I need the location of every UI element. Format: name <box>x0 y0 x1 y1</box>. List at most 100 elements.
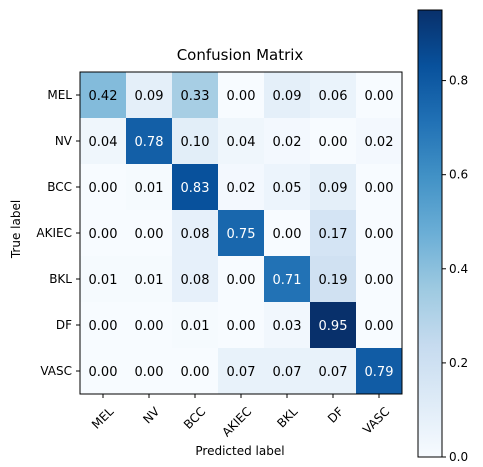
matrix-cell-value: 0.00 <box>227 273 256 288</box>
matrix-cell-bcc-akiec <box>218 164 264 210</box>
matrix-cell-value: 0.00 <box>227 319 256 334</box>
matrix-cell-value: 0.02 <box>227 181 256 196</box>
colorbar-tick-label: 0.0 <box>449 450 468 464</box>
matrix-cell-df-nv <box>126 302 172 348</box>
matrix-cell-bkl-nv <box>126 256 172 302</box>
matrix-cell-value: 0.00 <box>365 319 394 334</box>
colorbar-scale <box>417 9 443 458</box>
matrix-cell-vasc-vasc <box>356 348 402 394</box>
chart-title: Confusion Matrix <box>177 46 304 64</box>
matrix-cell-vasc-mel <box>80 348 126 394</box>
matrix-cell-value: 0.00 <box>319 135 348 150</box>
y-tick-label: BKL <box>49 272 72 286</box>
matrix-cell-value: 0.07 <box>273 365 302 380</box>
matrix-cell-df-akiec <box>218 302 264 348</box>
matrix-cell-value: 0.04 <box>89 135 118 150</box>
matrix-cell-value: 0.04 <box>227 135 256 150</box>
x-tick-label: DF <box>325 404 346 425</box>
matrix-cell-nv-vasc <box>356 118 402 164</box>
matrix-cell-value: 0.78 <box>135 135 164 150</box>
matrix-cell-akiec-akiec <box>218 210 264 256</box>
matrix-cell-value: 0.71 <box>273 273 302 288</box>
colorbar-ticks: 0.0 0.2 0.4 0.6 0.8 <box>442 74 468 464</box>
y-tick-label: VASC <box>40 364 72 378</box>
x-ticks-layer: MEL NV BCC AKIEC BKL DF VASC <box>89 394 392 439</box>
y-tick-label: NV <box>55 134 73 148</box>
matrix-cell-value: 0.08 <box>181 273 210 288</box>
matrix-cell-vasc-bcc <box>172 348 218 394</box>
matrix-cell-value: 0.07 <box>319 365 348 380</box>
matrix-cell-nv-bcc <box>172 118 218 164</box>
matrix-cell-value: 0.03 <box>273 319 302 334</box>
matrix-cell-value: 0.09 <box>135 89 164 104</box>
matrix-cell-value: 0.17 <box>319 227 348 242</box>
matrix-cell-bcc-bcc <box>172 164 218 210</box>
matrix-cell-value: 0.00 <box>365 181 394 196</box>
matrix-cell-value: 0.75 <box>227 227 256 242</box>
matrix-cell-value: 0.01 <box>89 273 118 288</box>
colorbar-tick-label: 0.8 <box>449 74 468 88</box>
matrix-cell-value: 0.05 <box>273 181 302 196</box>
matrix-cell-value: 0.00 <box>365 273 394 288</box>
matrix-cell-bkl-bkl <box>264 256 310 302</box>
matrix-cell-bcc-vasc <box>356 164 402 210</box>
x-tick-label: BCC <box>181 404 208 431</box>
x-tick-label: AKIEC <box>219 404 254 439</box>
matrix-cell-df-bkl <box>264 302 310 348</box>
matrix-cell-mel-bcc <box>172 72 218 118</box>
matrix-cell-mel-akiec <box>218 72 264 118</box>
matrix-cell-vasc-nv <box>126 348 172 394</box>
matrix-cell-bkl-bcc <box>172 256 218 302</box>
matrix-cell-akiec-vasc <box>356 210 402 256</box>
matrix-cell-value: 0.19 <box>319 273 348 288</box>
y-ticks-layer: MEL NV BCC AKIEC BKL DF VASC <box>36 88 80 378</box>
matrix-cell-df-bcc <box>172 302 218 348</box>
colorbar-tick-label: 0.4 <box>449 262 468 276</box>
matrix-cell-bkl-akiec <box>218 256 264 302</box>
y-tick-label: MEL <box>47 88 72 102</box>
matrix-cell-bcc-df <box>310 164 356 210</box>
x-axis-label: Predicted label <box>195 444 284 458</box>
matrix-cell-value: 0.00 <box>365 89 394 104</box>
matrix-layer: 0.42 0.09 0.33 0.00 0.09 0.06 0.00 0.04 0.78 0.10… <box>79 71 403 395</box>
matrix-cell-akiec-bcc <box>172 210 218 256</box>
matrix-cell-bcc-nv <box>126 164 172 210</box>
matrix-cell-nv-mel <box>80 118 126 164</box>
matrix-cell-vasc-df <box>310 348 356 394</box>
matrix-cell-bkl-df <box>310 256 356 302</box>
matrix-cell-value: 0.95 <box>319 319 348 334</box>
colorbar-tick-label: 0.6 <box>449 168 468 182</box>
matrix-cell-akiec-bkl <box>264 210 310 256</box>
x-tick-label: BKL <box>274 404 300 430</box>
matrix-cell-bkl-vasc <box>356 256 402 302</box>
matrix-cell-value: 0.00 <box>365 227 394 242</box>
matrix-cell-value: 0.09 <box>319 181 348 196</box>
matrix-cell-value: 0.00 <box>181 365 210 380</box>
colorbar-tick-label: 0.2 <box>449 356 468 370</box>
matrix-cell-akiec-nv <box>126 210 172 256</box>
matrix-cell-bkl-mel <box>80 256 126 302</box>
matrix-cell-value: 0.33 <box>181 89 210 104</box>
matrix-cell-akiec-mel <box>80 210 126 256</box>
matrix-cell-value: 0.06 <box>319 89 348 104</box>
matrix-cell-value: 0.83 <box>181 181 210 196</box>
y-tick-label: BCC <box>47 180 72 194</box>
matrix-cell-value: 0.01 <box>135 181 164 196</box>
matrix-cell-value: 0.02 <box>365 135 394 150</box>
matrix-cell-akiec-df <box>310 210 356 256</box>
x-tick-label: NV <box>140 404 163 427</box>
x-tick-label: VASC <box>360 404 392 436</box>
matrix-cell-value: 0.00 <box>273 227 302 242</box>
y-tick-label: DF <box>56 318 72 332</box>
matrix-cell-mel-vasc <box>356 72 402 118</box>
matrix-cell-mel-nv <box>126 72 172 118</box>
matrix-cell-mel-df <box>310 72 356 118</box>
matrix-cell-nv-nv <box>126 118 172 164</box>
matrix-cell-value: 0.01 <box>181 319 210 334</box>
matrix-cell-nv-akiec <box>218 118 264 164</box>
matrix-cell-df-df <box>310 302 356 348</box>
matrix-cell-value: 0.00 <box>227 89 256 104</box>
matrix-cell-bcc-mel <box>80 164 126 210</box>
matrix-cell-value: 0.00 <box>89 365 118 380</box>
